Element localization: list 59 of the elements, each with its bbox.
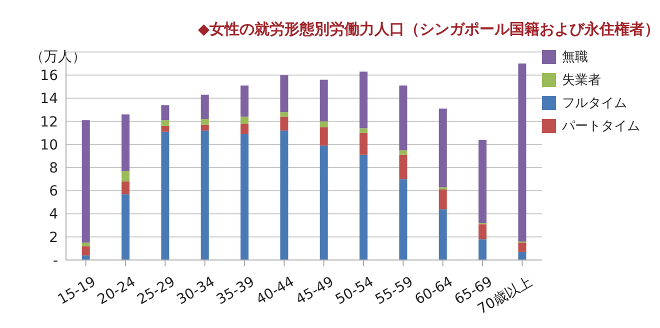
bar <box>399 154 408 180</box>
bar <box>438 187 447 190</box>
bar <box>280 112 288 117</box>
bar <box>280 116 288 131</box>
bar <box>320 80 328 122</box>
bar <box>82 242 90 246</box>
bar <box>161 120 170 126</box>
y-tick-label: 2 <box>49 230 58 246</box>
bar <box>438 190 447 210</box>
legend-label: 無職 <box>562 49 588 66</box>
bar <box>122 171 130 182</box>
bar <box>438 209 447 260</box>
bar <box>161 126 170 132</box>
bar <box>82 120 90 243</box>
bar <box>399 179 408 260</box>
bar <box>478 140 487 224</box>
y-tick-label: 6 <box>49 184 58 200</box>
bar <box>399 150 408 155</box>
bar <box>360 132 368 155</box>
bar <box>320 146 328 260</box>
bar <box>280 75 288 112</box>
y-tick-label: 12 <box>40 114 58 130</box>
bar <box>161 105 170 120</box>
bar <box>518 64 526 242</box>
bar <box>161 132 170 260</box>
bar <box>280 130 288 260</box>
bar <box>320 127 328 146</box>
bar <box>518 242 526 252</box>
y-tick-label: 10 <box>40 137 58 154</box>
bar <box>200 119 209 125</box>
y-tick-label: 14 <box>40 91 58 108</box>
bar <box>518 252 526 260</box>
legend-label: 失業者 <box>562 72 601 89</box>
bar <box>82 246 90 256</box>
y-tick-label: 8 <box>49 160 58 177</box>
bar <box>360 72 368 128</box>
bar <box>360 128 368 133</box>
bar <box>320 121 328 128</box>
bar <box>240 124 249 134</box>
bar <box>478 224 487 240</box>
bar <box>399 86 408 150</box>
bar <box>240 134 249 260</box>
legend-label: フルタイム <box>562 95 627 112</box>
y-tick-label: - <box>52 252 58 269</box>
y-tick-label: 4 <box>49 206 58 223</box>
bar <box>200 94 209 120</box>
bar <box>200 124 209 131</box>
bar <box>122 114 130 172</box>
bar <box>122 194 130 260</box>
bar <box>478 239 487 260</box>
chart-title: ◆女性の就労形態別労働力人口（シンガポール国籍および永住権者） <box>198 20 660 39</box>
bar <box>240 86 249 117</box>
bar <box>122 181 130 194</box>
bar <box>360 154 368 260</box>
bar <box>240 116 249 124</box>
bar <box>438 108 447 188</box>
y-tick-label: 16 <box>40 68 58 84</box>
bar <box>200 130 209 260</box>
legend-label: パートタイム <box>562 118 640 135</box>
